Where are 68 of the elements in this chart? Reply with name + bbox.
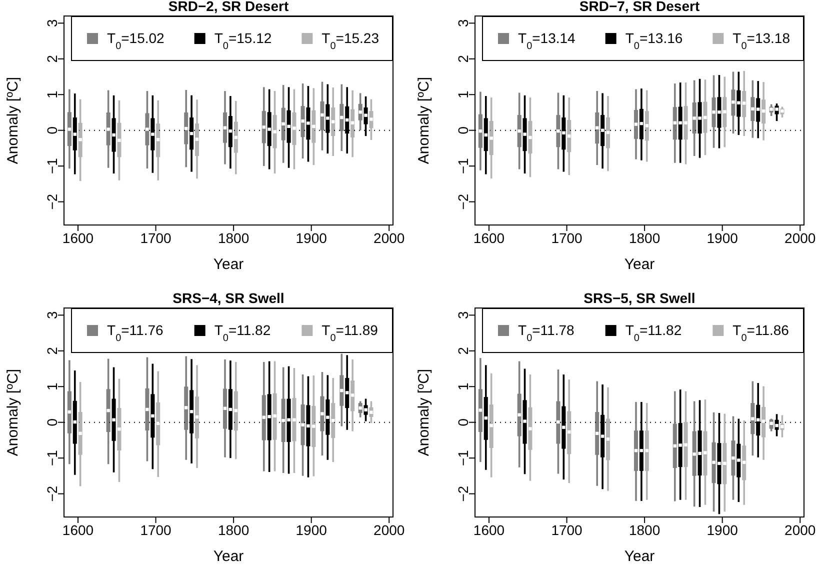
- x-tick-label: 1600: [473, 230, 505, 246]
- legend-label: T$_{0}$=11.82: [214, 322, 271, 344]
- y-tick-label: −1: [454, 158, 471, 174]
- legend-label: T$_{0}$=15.23: [322, 30, 380, 52]
- y-tick-label: 2: [44, 54, 60, 63]
- y-tick-label: 1: [44, 382, 60, 390]
- x-axis-title: Year: [213, 256, 244, 273]
- x-axis-title: Year: [624, 548, 655, 565]
- y-tick-label: −2: [454, 486, 471, 502]
- x-tick-label: 2000: [784, 522, 816, 538]
- x-axis-title: Year: [213, 548, 244, 565]
- y-tick-label: −2: [44, 194, 60, 210]
- y-tick-label: 3: [44, 19, 60, 28]
- chart-title: SRD−7, SR Desert: [578, 0, 701, 14]
- x-tick-label: 1900: [296, 230, 328, 246]
- x-tick-label: 2000: [374, 230, 405, 246]
- legend-label: T$_{0}$=11.76: [107, 322, 164, 344]
- y-axis-title: Anomaly [ºC]: [4, 368, 22, 456]
- y-axis-title: Anomaly [ºC]: [415, 368, 432, 456]
- y-tick-label: −2: [454, 194, 471, 210]
- legend-label: T$_{0}$=15.12: [214, 30, 272, 52]
- y-tick-label: 2: [44, 346, 60, 355]
- y-tick-label: −1: [44, 158, 60, 174]
- chart-title: SRD−2, SR Desert: [167, 0, 290, 14]
- legend-label: T$_{0}$=11.86: [732, 322, 790, 344]
- x-tick-label: 1600: [473, 522, 505, 538]
- y-tick-label: −1: [454, 450, 471, 466]
- y-tick-label: −1: [44, 450, 60, 466]
- x-axis-title: Year: [624, 256, 655, 273]
- x-tick-label: 1900: [706, 522, 738, 538]
- y-tick-label: 3: [454, 311, 471, 320]
- x-tick-label: 1800: [628, 230, 660, 246]
- y-tick-label: 0: [44, 126, 60, 134]
- y-tick-label: 1: [454, 382, 471, 390]
- y-axis-title: Anomaly [ºC]: [4, 76, 22, 164]
- x-tick-label: 1700: [551, 230, 583, 246]
- y-tick-label: 1: [454, 90, 471, 98]
- x-tick-label: 1600: [62, 230, 94, 246]
- y-tick-label: 1: [44, 90, 60, 98]
- legend-label: T$_{0}$=13.16: [625, 30, 683, 52]
- y-tick-label: 0: [454, 126, 471, 134]
- y-tick-label: 2: [454, 346, 471, 355]
- x-tick-label: 1900: [296, 522, 328, 538]
- legend-label: T$_{0}$=11.89: [322, 322, 378, 344]
- y-tick-label: 2: [454, 54, 471, 63]
- y-tick-label: 0: [454, 418, 471, 426]
- legend-label: T$_{0}$=13.14: [518, 30, 576, 52]
- x-tick-label: 1800: [218, 522, 250, 538]
- legend-label: T$_{0}$=13.18: [732, 30, 790, 52]
- x-tick-label: 2000: [784, 230, 816, 246]
- x-tick-label: 1700: [551, 522, 583, 538]
- legend-label: T$_{0}$=11.78: [518, 322, 575, 344]
- x-tick-label: 2000: [374, 522, 405, 538]
- y-tick-label: 0: [44, 418, 60, 426]
- x-tick-label: 1800: [628, 522, 660, 538]
- legend-label: T$_{0}$=15.02: [107, 30, 165, 52]
- legend-label: T$_{0}$=11.82: [625, 322, 682, 344]
- y-axis-title: Anomaly [ºC]: [415, 76, 432, 164]
- y-tick-label: −2: [44, 486, 60, 502]
- x-tick-label: 1800: [218, 230, 250, 246]
- x-tick-label: 1900: [706, 230, 738, 246]
- y-tick-label: 3: [44, 311, 60, 320]
- x-tick-label: 1700: [140, 230, 172, 246]
- chart-title: SRS−5, SR Swell: [582, 290, 696, 306]
- y-tick-label: 3: [454, 19, 471, 28]
- x-tick-label: 1700: [140, 522, 172, 538]
- x-tick-label: 1600: [62, 522, 94, 538]
- chart-title: SRS−4, SR Swell: [172, 290, 286, 306]
